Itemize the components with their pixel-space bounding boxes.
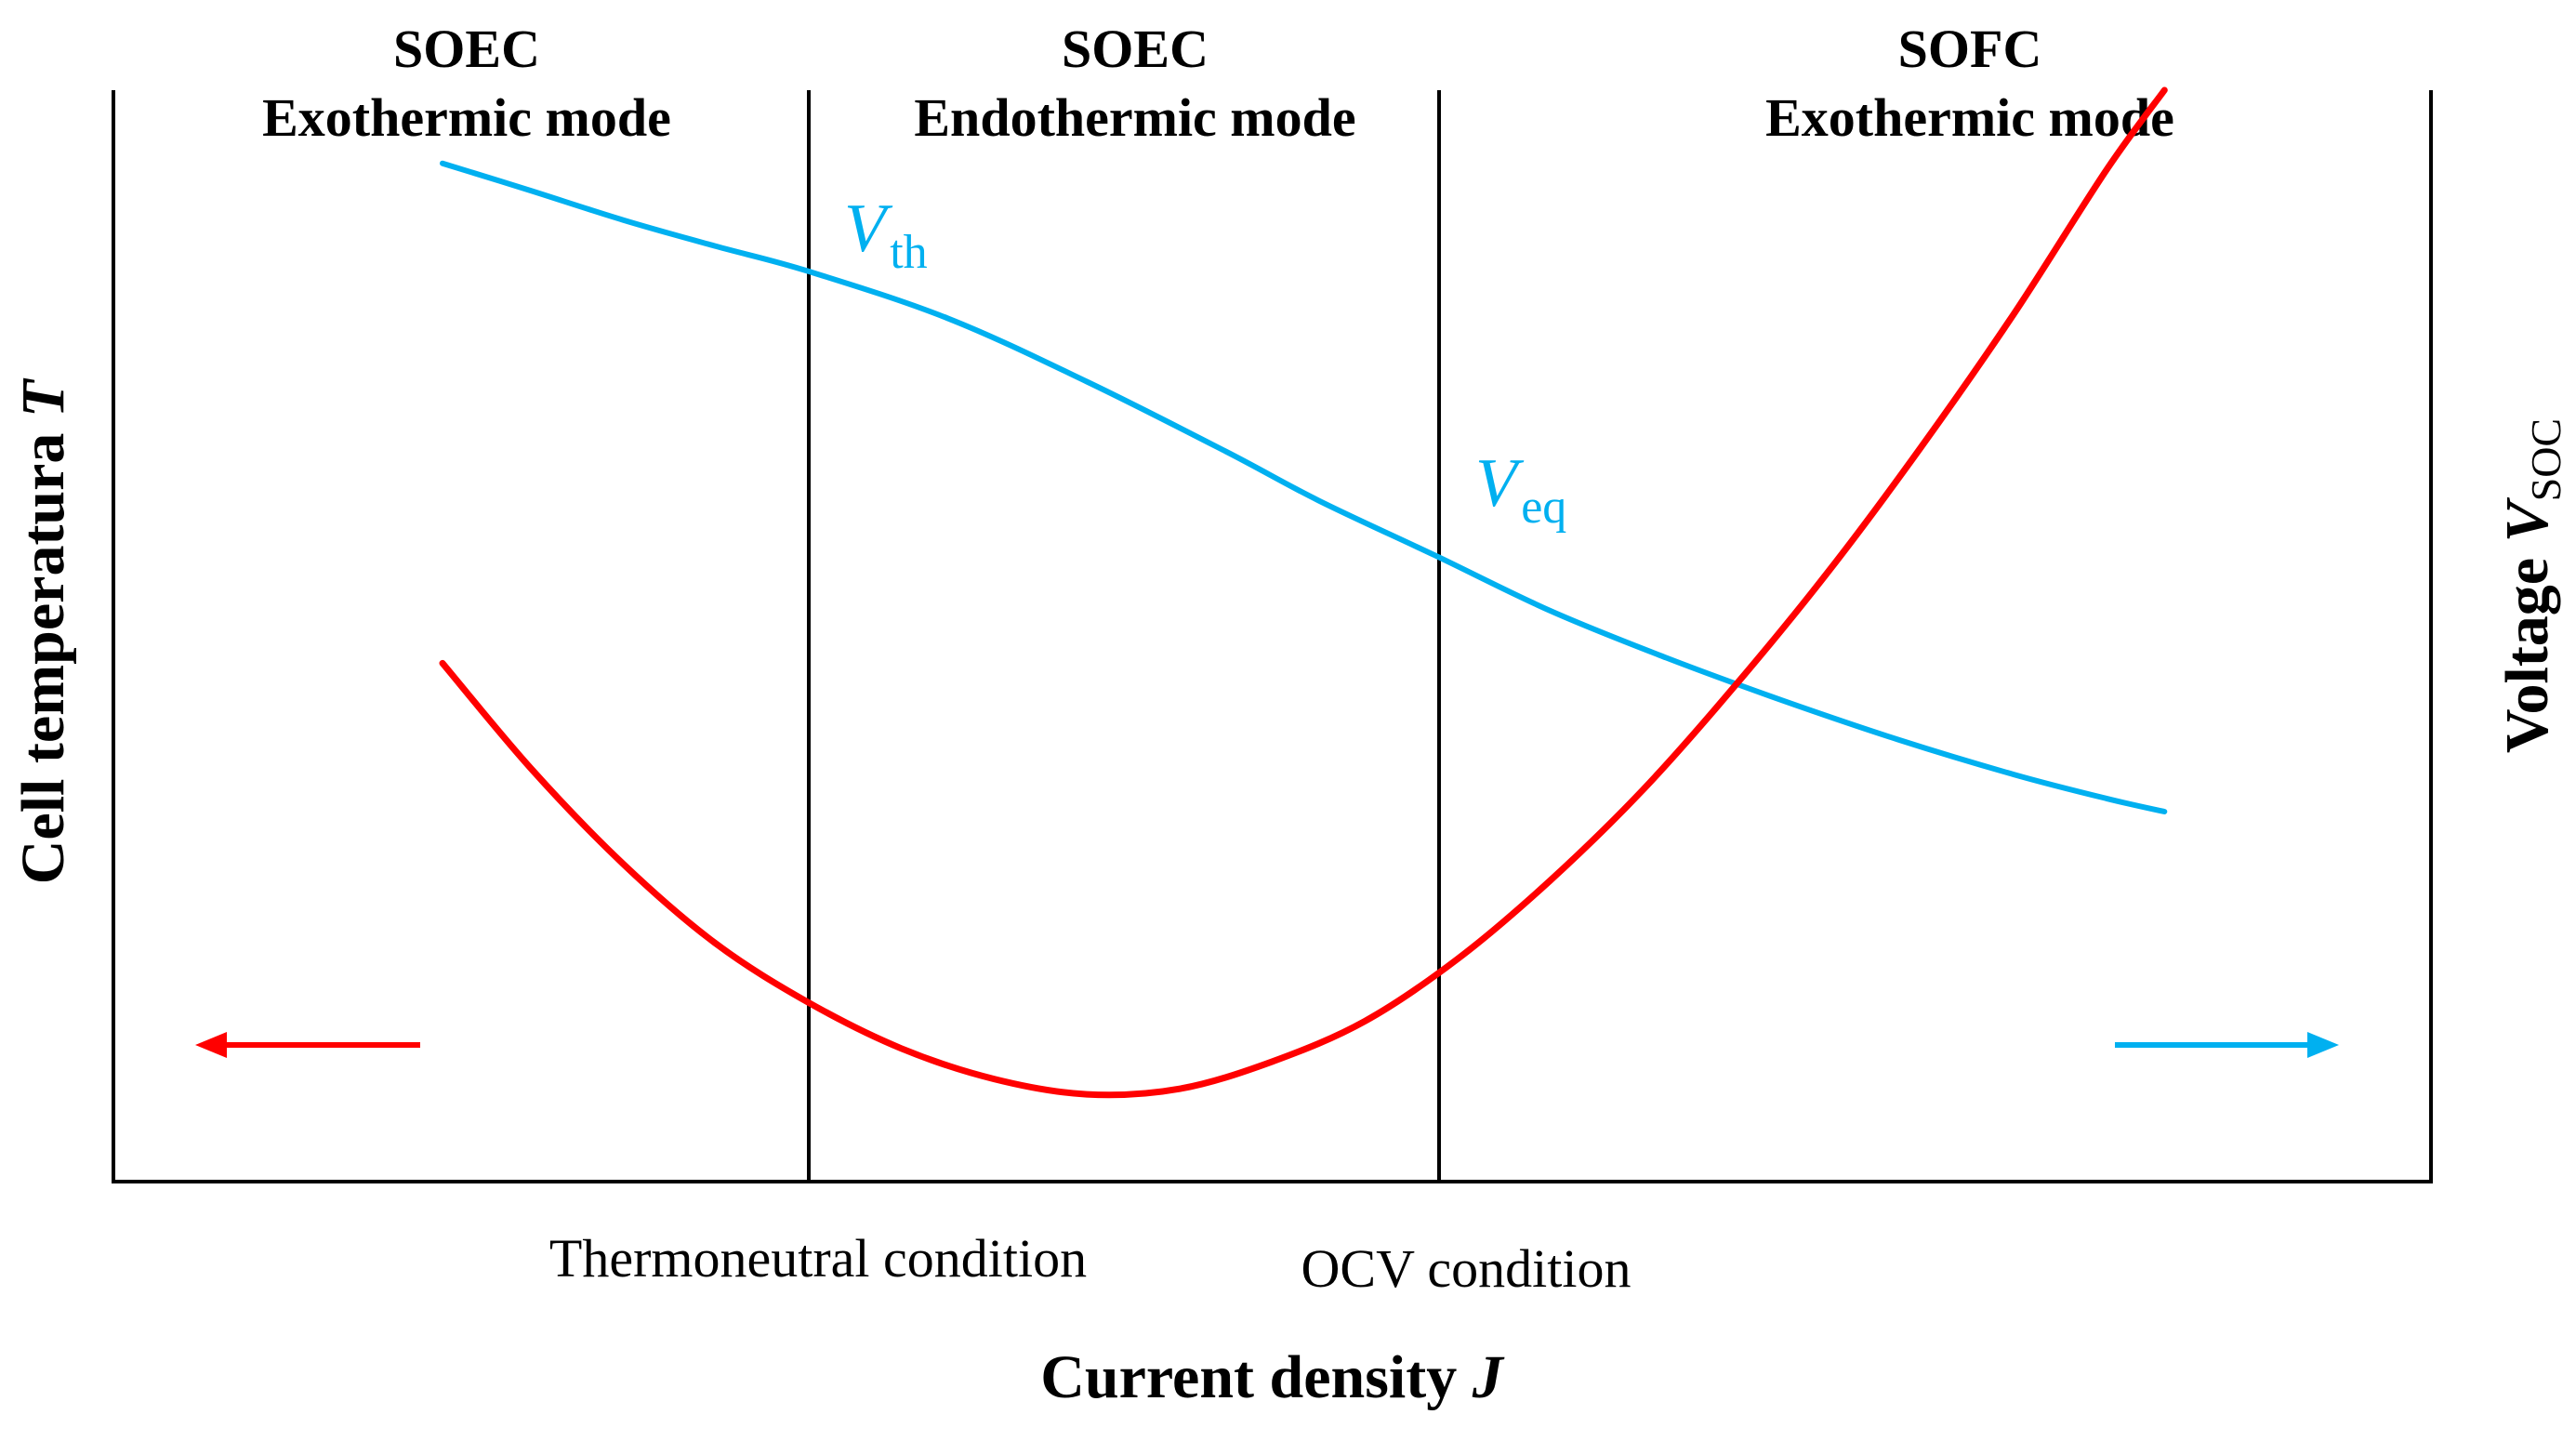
temperature-series-line (439, 86, 2168, 1099)
region-2-title-line1: SOEC (1062, 19, 1209, 79)
region-1-title-line2: Exothermic mode (262, 87, 671, 148)
thermoneutral-condition-label: Thermoneutral condition (549, 1228, 1087, 1289)
left-axis-arrow (195, 1032, 420, 1058)
ocv-condition-label: OCV condition (1301, 1238, 1631, 1299)
region-1-title-line1: SOEC (393, 19, 540, 79)
right-y-axis-title: Voltage VSOC (2493, 418, 2569, 753)
region-3-title-line2: Exothermic mode (1765, 87, 2174, 148)
v-eq-label: Veq (1475, 445, 1566, 534)
v-th-label: Vth (844, 191, 928, 279)
voltage-series-line (440, 160, 2168, 814)
left-y-axis-title: Cell temperatura T (9, 377, 77, 884)
region-3-title-line1: SOFC (1898, 19, 2042, 79)
x-axis-title: Current density J (1040, 1343, 1504, 1411)
right-axis-arrow (2115, 1032, 2339, 1058)
region-2-title-line2: Endothermic mode (914, 87, 1355, 148)
